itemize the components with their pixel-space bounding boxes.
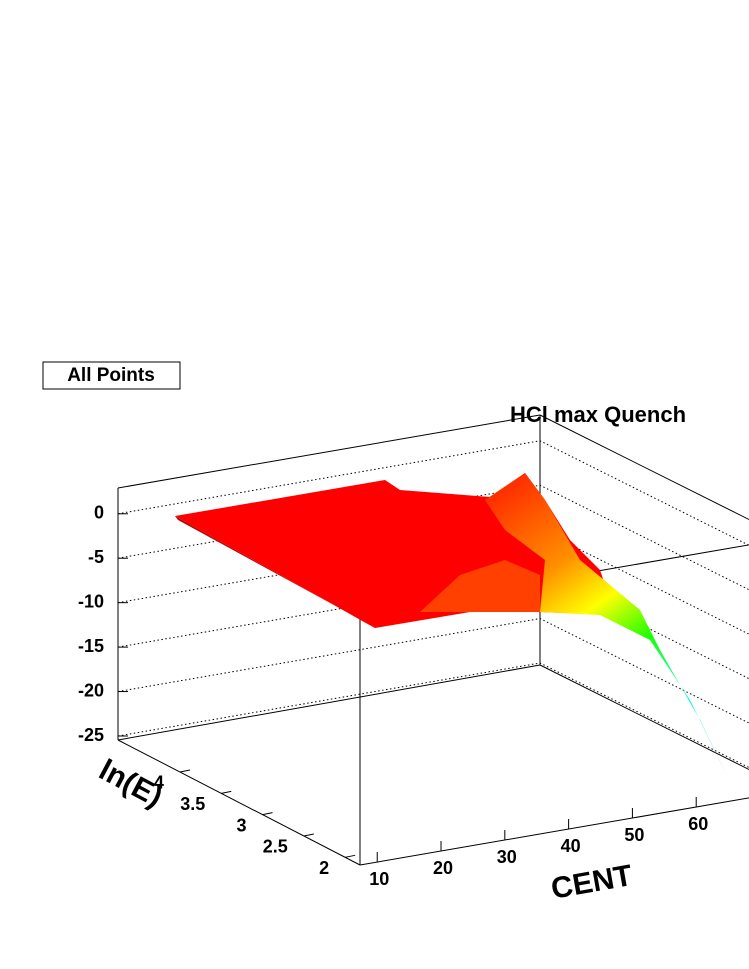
surface-patch xyxy=(420,560,540,612)
z-tick-label: -25 xyxy=(78,725,104,745)
surface-patch xyxy=(175,516,375,628)
y-tick-label: 4 xyxy=(154,773,164,793)
y-tick-label: 2.5 xyxy=(263,837,288,857)
label: All Points xyxy=(67,365,155,386)
y-axis xyxy=(117,739,361,866)
x-tick-label: 50 xyxy=(624,825,644,845)
x-axis-title: CENT xyxy=(549,859,635,906)
surface-patch xyxy=(485,473,728,778)
x-tick-label: 30 xyxy=(497,847,517,867)
z-tick-label: -5 xyxy=(88,547,104,567)
x-axis xyxy=(359,797,749,866)
y-tick-label: 2 xyxy=(319,858,329,878)
z-tick-label: -20 xyxy=(78,680,104,700)
z-tick-label: 0 xyxy=(94,503,104,523)
grid-line xyxy=(117,440,749,546)
z-tick-label: -15 xyxy=(78,636,104,656)
y-tick xyxy=(303,833,314,837)
grid-line xyxy=(117,618,749,724)
y-tick xyxy=(345,854,356,858)
label-box xyxy=(42,361,181,390)
x-tick-label: 20 xyxy=(433,858,453,878)
surface xyxy=(175,473,728,778)
x-tick-label: 10 xyxy=(369,869,389,889)
x-tick-label: 40 xyxy=(561,836,581,856)
y-tick xyxy=(221,790,232,794)
grid-line xyxy=(117,662,749,769)
y-tick-label: 3.5 xyxy=(180,794,205,814)
y-tick xyxy=(179,769,191,773)
x-tick-label: 60 xyxy=(688,814,708,834)
y-tick-label: 3 xyxy=(237,815,247,835)
grid-line xyxy=(117,484,749,591)
chart-title: HCl max Quench xyxy=(510,402,686,427)
y-tick xyxy=(262,812,273,816)
z-tick-label: -10 xyxy=(78,591,104,611)
